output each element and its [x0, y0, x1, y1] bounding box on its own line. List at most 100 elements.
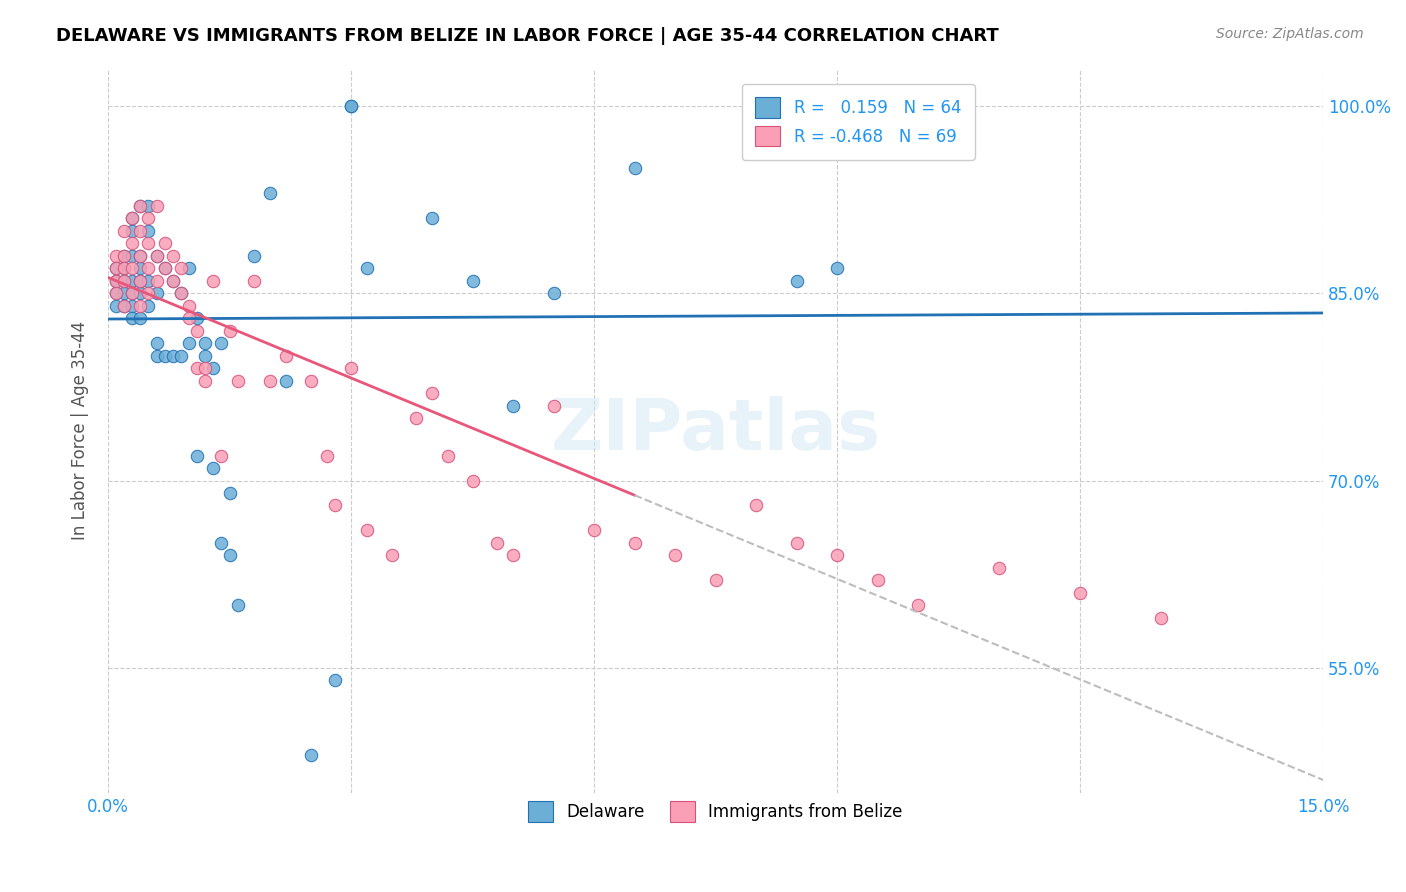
Point — [145, 274, 167, 288]
Point — [129, 261, 152, 276]
Point — [623, 161, 645, 176]
Point — [121, 286, 143, 301]
Legend: Delaware, Immigrants from Belize: Delaware, Immigrants from Belize — [515, 788, 917, 835]
Point — [209, 336, 232, 351]
Point — [299, 748, 322, 763]
Point — [129, 274, 152, 288]
Point — [226, 374, 249, 388]
Text: DELAWARE VS IMMIGRANTS FROM BELIZE IN LABOR FORCE | AGE 35-44 CORRELATION CHART: DELAWARE VS IMMIGRANTS FROM BELIZE IN LA… — [56, 27, 1000, 45]
Point — [138, 224, 160, 238]
Point — [170, 286, 193, 301]
Point — [202, 461, 225, 475]
Point — [162, 349, 184, 363]
Point — [543, 399, 565, 413]
Point — [121, 261, 143, 276]
Point — [194, 374, 217, 388]
Point — [194, 349, 217, 363]
Point — [825, 549, 848, 563]
Point — [1069, 586, 1091, 600]
Point — [138, 236, 160, 251]
Point — [202, 274, 225, 288]
Point — [437, 449, 460, 463]
Point — [162, 249, 184, 263]
Point — [177, 261, 200, 276]
Point — [138, 274, 160, 288]
Point — [502, 399, 524, 413]
Point — [243, 274, 266, 288]
Point — [226, 599, 249, 613]
Point — [105, 286, 128, 301]
Point — [177, 299, 200, 313]
Point — [162, 274, 184, 288]
Point — [105, 249, 128, 263]
Point — [461, 474, 484, 488]
Point — [153, 236, 176, 251]
Point — [704, 574, 727, 588]
Point — [323, 673, 346, 688]
Point — [420, 211, 443, 226]
Point — [299, 374, 322, 388]
Point — [170, 286, 193, 301]
Point — [786, 274, 808, 288]
Point — [105, 286, 128, 301]
Point — [170, 261, 193, 276]
Point — [218, 324, 240, 338]
Point — [186, 324, 208, 338]
Point — [121, 274, 143, 288]
Point — [243, 249, 266, 263]
Point — [153, 261, 176, 276]
Point — [121, 311, 143, 326]
Point — [138, 199, 160, 213]
Point — [259, 374, 281, 388]
Point — [745, 499, 768, 513]
Point — [112, 249, 135, 263]
Point — [356, 261, 378, 276]
Point — [129, 249, 152, 263]
Point — [502, 549, 524, 563]
Point — [129, 311, 152, 326]
Point — [145, 349, 167, 363]
Point — [112, 286, 135, 301]
Point — [112, 249, 135, 263]
Point — [209, 536, 232, 550]
Point — [105, 274, 128, 288]
Point — [112, 274, 135, 288]
Point — [202, 361, 225, 376]
Point — [907, 599, 929, 613]
Point — [112, 261, 135, 276]
Point — [121, 224, 143, 238]
Point — [121, 249, 143, 263]
Point — [105, 274, 128, 288]
Point — [145, 199, 167, 213]
Point — [138, 299, 160, 313]
Point — [129, 224, 152, 238]
Point — [583, 524, 606, 538]
Point — [194, 361, 217, 376]
Point — [356, 524, 378, 538]
Text: ZIPatlas: ZIPatlas — [551, 396, 880, 465]
Point — [145, 249, 167, 263]
Point — [461, 274, 484, 288]
Point — [177, 311, 200, 326]
Point — [340, 361, 363, 376]
Point — [170, 349, 193, 363]
Point — [153, 349, 176, 363]
Point — [112, 261, 135, 276]
Point — [259, 186, 281, 201]
Point — [405, 411, 427, 425]
Point — [112, 299, 135, 313]
Point — [112, 224, 135, 238]
Point — [825, 261, 848, 276]
Point — [177, 336, 200, 351]
Point — [623, 536, 645, 550]
Point — [121, 211, 143, 226]
Point — [276, 374, 298, 388]
Point — [129, 299, 152, 313]
Y-axis label: In Labor Force | Age 35-44: In Labor Force | Age 35-44 — [72, 321, 89, 541]
Point — [145, 336, 167, 351]
Point — [112, 299, 135, 313]
Point — [129, 274, 152, 288]
Point — [145, 286, 167, 301]
Point — [323, 499, 346, 513]
Text: Source: ZipAtlas.com: Source: ZipAtlas.com — [1216, 27, 1364, 41]
